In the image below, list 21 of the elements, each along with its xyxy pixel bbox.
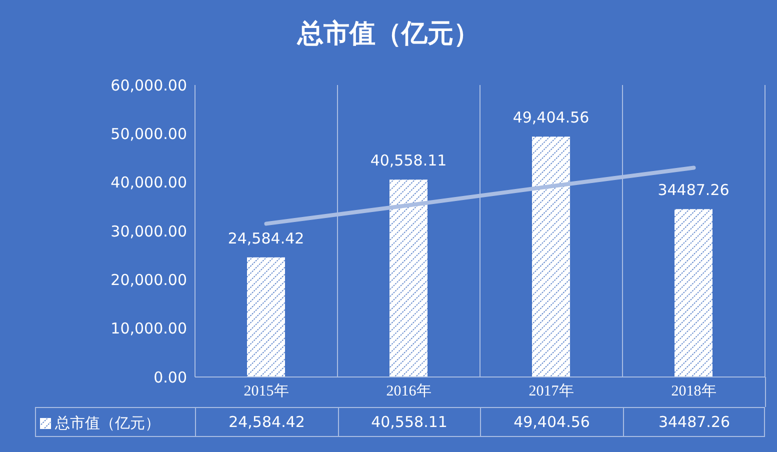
data-label: 24,584.42: [195, 407, 338, 437]
x-tick-label: 2018年: [671, 382, 716, 400]
x-tick-label: 2017年: [528, 382, 574, 400]
y-tick-label: 60,000.00: [110, 76, 187, 94]
y-tick-label: 20,000.00: [110, 270, 187, 289]
x-tick-label: 2015年: [244, 382, 289, 400]
y-tick-label: 50,000.00: [110, 124, 187, 143]
y-tick-label: 10,000.00: [110, 320, 187, 338]
chart-title: 总市值（亿元）: [296, 18, 480, 51]
text: 40,558.11: [370, 152, 447, 170]
legend-label: 总市值（亿元）: [55, 414, 160, 432]
y-tick-label: 0.00: [154, 368, 187, 386]
data-label: 40,558.11: [338, 407, 480, 437]
text: 24,584.42: [228, 229, 304, 248]
text: 34487.26: [658, 181, 730, 200]
text: 49,404.56: [512, 108, 590, 127]
y-tick-label: 40,000.00: [110, 174, 187, 192]
data-label: 34487.26: [622, 407, 765, 437]
x-tick-label: 2016年: [386, 382, 432, 400]
y-tick-label: 30,000.00: [110, 222, 187, 240]
data-label: 49,404.56: [480, 407, 622, 437]
